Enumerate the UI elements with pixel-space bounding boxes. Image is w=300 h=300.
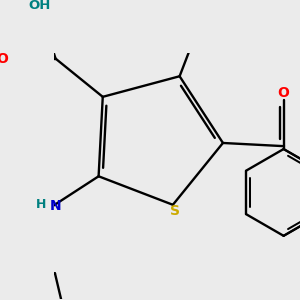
Text: O: O — [0, 52, 8, 66]
Text: H: H — [36, 198, 47, 211]
Text: O: O — [278, 85, 290, 100]
Text: S: S — [170, 204, 180, 218]
Text: OH: OH — [28, 0, 51, 12]
Text: N: N — [50, 199, 61, 213]
